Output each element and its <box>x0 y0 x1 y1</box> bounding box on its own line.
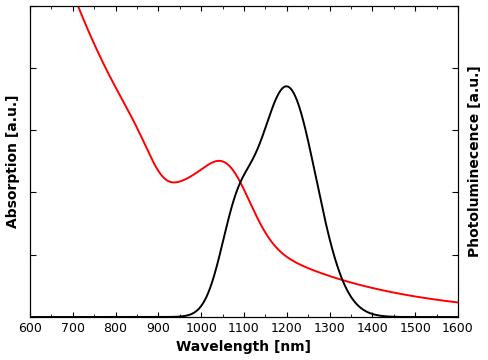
Y-axis label: Photoluminecence [a.u.]: Photoluminecence [a.u.] <box>468 66 483 257</box>
Y-axis label: Absorption [a.u.]: Absorption [a.u.] <box>5 95 20 228</box>
X-axis label: Wavelength [nm]: Wavelength [nm] <box>177 341 311 355</box>
